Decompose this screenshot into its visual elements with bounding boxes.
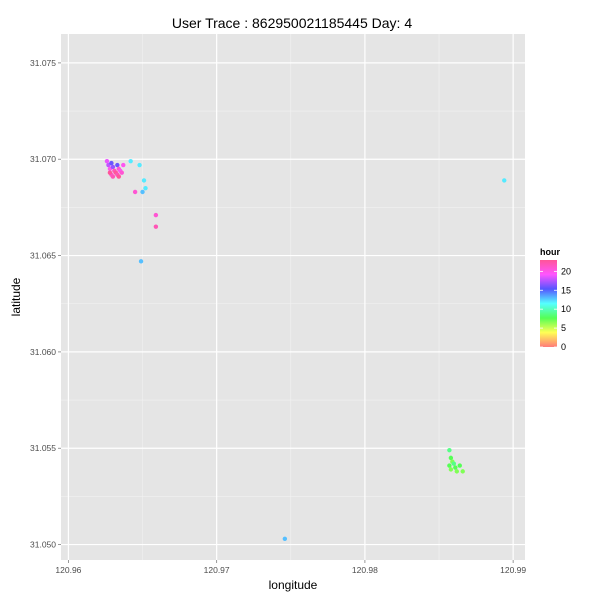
data-point (132, 189, 138, 195)
data-point (448, 467, 454, 472)
y-tick-label: 31.075 (30, 58, 56, 68)
data-point (116, 174, 122, 179)
data-point (115, 162, 120, 168)
data-point (128, 158, 133, 164)
x-tick-label: 120.96 (55, 565, 81, 575)
legend-title: hour (540, 247, 560, 257)
data-point (141, 178, 147, 183)
data-point (153, 212, 159, 218)
data-point (121, 162, 126, 168)
data-point (110, 164, 116, 170)
data-point (109, 160, 114, 166)
data-point (110, 174, 116, 179)
data-point (453, 465, 458, 470)
data-point (454, 469, 460, 474)
y-axis-title: latitude (9, 277, 23, 316)
data-point (282, 536, 288, 542)
axes: 120.96 120.97 120.98 120.99 31.050 31.055 31.0… (30, 58, 526, 575)
data-point (104, 158, 110, 164)
data-point (502, 178, 507, 183)
data-point (447, 463, 452, 468)
data-point (447, 447, 452, 453)
x-tick-label: 120.98 (352, 565, 378, 575)
y-tick-label: 31.055 (30, 443, 56, 453)
data-point (107, 170, 113, 175)
data-point (448, 455, 454, 461)
legend-ticks: 0 5 10 15 20 (540, 266, 571, 352)
data-point (119, 170, 124, 175)
data-point (457, 463, 462, 468)
data-point (137, 162, 142, 168)
legend-tick-label: 0 (561, 342, 566, 352)
legend: hour 0 5 10 15 20 (540, 247, 571, 352)
data-point (153, 224, 159, 229)
x-axis-title: longitude (269, 578, 318, 592)
legend-tick-label: 10 (561, 304, 571, 314)
legend-tick-label: 15 (561, 285, 571, 295)
data-point (143, 185, 148, 191)
legend-tick-label: 20 (561, 266, 571, 276)
y-tick-label: 31.070 (30, 154, 56, 164)
data-point (451, 461, 457, 466)
x-tick-label: 120.99 (500, 565, 526, 575)
data-point (140, 189, 145, 195)
legend-colorbar (540, 260, 557, 347)
data-point (138, 259, 144, 264)
x-tick-label: 120.97 (204, 565, 230, 575)
plot-panel (61, 34, 525, 560)
chart-title: User Trace : 862950021185445 Day: 4 (172, 15, 412, 31)
y-tick-label: 31.050 (30, 540, 56, 550)
legend-tick-label: 5 (561, 323, 566, 333)
y-tick-label: 31.065 (30, 251, 56, 261)
grid (61, 34, 525, 560)
data-points (104, 158, 507, 542)
y-tick-label: 31.060 (30, 347, 56, 357)
data-point (460, 469, 465, 474)
